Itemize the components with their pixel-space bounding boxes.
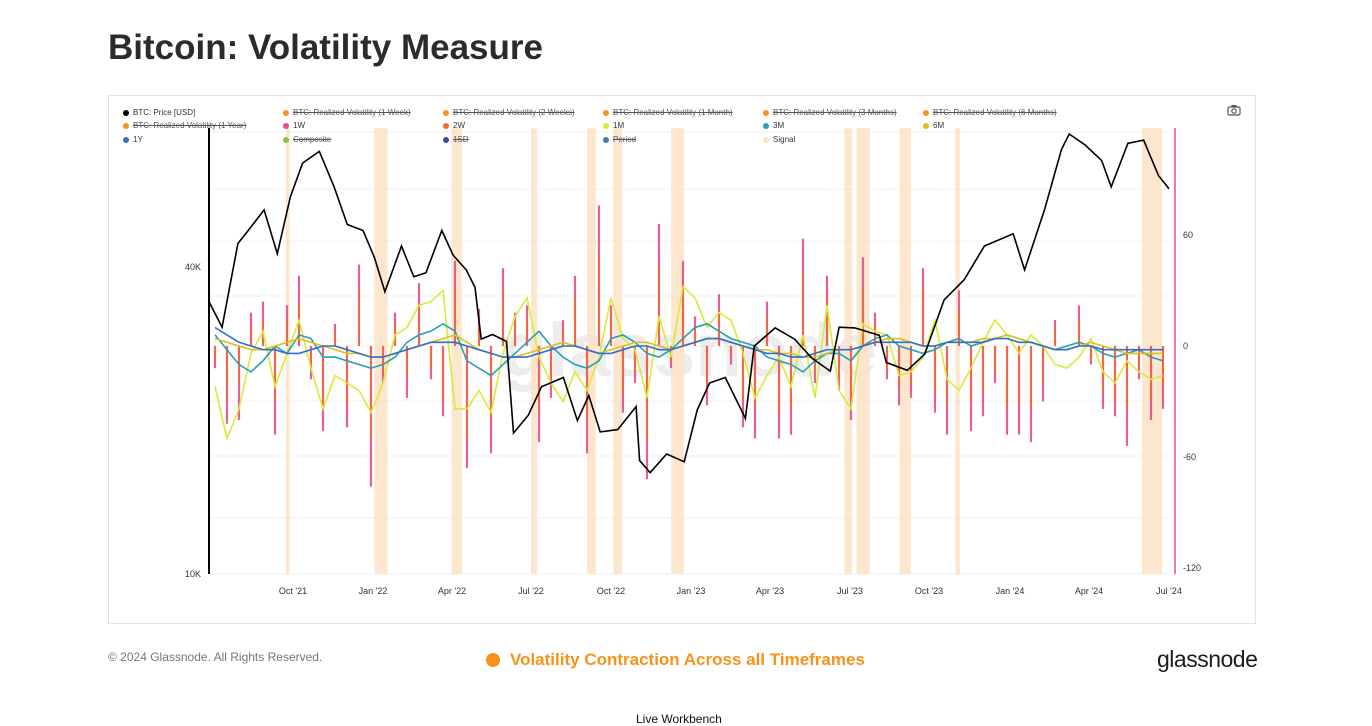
legend-swatch-icon — [283, 136, 289, 143]
legend-swatch-icon — [763, 109, 769, 116]
legend-item[interactable]: 1W — [283, 121, 305, 130]
chart-legend: BTC: Price [USD] BTC: Realized Volatility… — [123, 102, 1223, 144]
legend-swatch-icon — [923, 122, 929, 129]
x-tick-label: Oct '22 — [597, 586, 625, 596]
x-tick-label: Jul '23 — [837, 586, 863, 596]
x-tick-label: Jan '23 — [677, 586, 706, 596]
y-left-tick-label: 40K — [185, 262, 201, 272]
legend-item[interactable]: 3M — [763, 121, 784, 130]
camera-icon[interactable] — [1227, 104, 1241, 116]
legend-label: 2W — [453, 121, 465, 130]
legend-label: 1M — [613, 121, 625, 130]
x-tick-label: Oct '21 — [279, 586, 307, 596]
legend-item[interactable]: 1Y — [123, 135, 143, 144]
legend-item[interactable]: BTC: Realized Volatility (1 Week) — [283, 108, 411, 117]
legend-item[interactable]: BTC: Realized Volatility (1 Year) — [123, 121, 246, 130]
signal-band — [899, 128, 911, 574]
legend-item[interactable]: BTC: Realized Volatility (6 Months) — [923, 108, 1057, 117]
x-tick-label: Apr '22 — [438, 586, 466, 596]
signal-band — [451, 128, 462, 574]
legend-swatch-icon — [923, 109, 929, 116]
caption-text: Volatility Contraction Across all Timefr… — [510, 650, 865, 669]
copyright-text: © 2024 Glassnode. All Rights Reserved. — [108, 650, 323, 664]
signal-band — [671, 128, 685, 574]
price-line — [208, 132, 1170, 474]
legend-item[interactable]: 1M — [603, 121, 624, 130]
legend-item[interactable]: BTC: Realized Volatility (2 Weeks) — [443, 108, 575, 117]
legend-swatch-icon — [603, 136, 609, 143]
chart-caption: Volatility Contraction Across all Timefr… — [486, 650, 865, 670]
signal-band — [844, 128, 853, 574]
caption-bullet-icon — [486, 653, 500, 667]
legend-item[interactable]: BTC: Realized Volatility (1 Month) — [603, 108, 733, 117]
legend-label: Period — [613, 135, 637, 144]
legend-label: BTC: Realized Volatility (1 Week) — [293, 108, 411, 117]
y-right-tick-label: 0 — [1183, 341, 1188, 351]
legend-swatch-icon — [763, 122, 769, 129]
legend-item[interactable]: Composite — [283, 135, 331, 144]
legend-swatch-icon — [283, 122, 289, 129]
legend-label: 1SD — [453, 135, 469, 144]
legend-swatch-icon — [123, 136, 129, 143]
y-left-tick-label: 10K — [185, 569, 201, 579]
vol-line-1m — [214, 285, 1164, 442]
legend-swatch-icon — [443, 136, 449, 143]
legend-swatch-icon — [443, 122, 449, 129]
legend-label: Signal — [773, 135, 796, 144]
x-tick-label: Jul '22 — [518, 586, 544, 596]
vol-line-1y — [214, 326, 1163, 358]
x-tick-label: Apr '23 — [756, 586, 784, 596]
legend-swatch-icon — [443, 109, 449, 116]
x-tick-label: Oct '23 — [915, 586, 943, 596]
signal-band — [856, 128, 870, 574]
y-right-tick-label: -120 — [1183, 563, 1201, 573]
legend-item[interactable]: 6M — [923, 121, 944, 130]
legend-swatch-icon — [283, 109, 289, 116]
y-right-tick-label: 60 — [1183, 230, 1193, 240]
legend-label: BTC: Realized Volatility (6 Months) — [933, 108, 1057, 117]
legend-item[interactable]: Period — [603, 135, 636, 144]
legend-swatch-icon — [603, 122, 609, 129]
y-right-tick-label: -60 — [1183, 452, 1196, 462]
chart-panel: glassnode 40K 10K 60 0 -60 -120 Oct '21 Jan '22 A… — [108, 95, 1256, 624]
legend-label: 1W — [293, 121, 305, 130]
x-tick-label: Jul '24 — [1156, 586, 1182, 596]
legend-item[interactable]: 1SD — [443, 135, 469, 144]
x-tick-label: Jan '24 — [996, 586, 1025, 596]
legend-label: 1Y — [133, 135, 143, 144]
page-title: Bitcoin: Volatility Measure — [108, 28, 543, 67]
legend-label: BTC: Realized Volatility (1 Year) — [133, 121, 247, 130]
legend-swatch-icon — [123, 109, 129, 116]
legend-label: 6M — [933, 121, 945, 130]
legend-label: BTC: Realized Volatility (2 Weeks) — [453, 108, 575, 117]
legend-swatch-icon — [603, 109, 609, 116]
legend-item[interactable]: 2W — [443, 121, 465, 130]
live-workbench-text: Live Workbench — [636, 712, 722, 726]
legend-swatch-icon — [123, 122, 129, 129]
legend-item[interactable]: Signal — [763, 135, 795, 144]
legend-label: 3M — [773, 121, 785, 130]
x-tick-label: Jan '22 — [359, 586, 388, 596]
x-tick-label: Apr '24 — [1075, 586, 1103, 596]
signal-band — [955, 128, 960, 574]
legend-item[interactable]: BTC: Realized Volatility (3 Months) — [763, 108, 897, 117]
legend-swatch-icon — [763, 136, 769, 143]
legend-label: BTC: Price [USD] — [133, 108, 196, 117]
legend-item[interactable]: BTC: Price [USD] — [123, 108, 195, 117]
legend-label: BTC: Realized Volatility (3 Months) — [773, 108, 897, 117]
signal-band — [374, 128, 388, 574]
glassnode-logo: glassnode — [1157, 646, 1258, 672]
legend-label: BTC: Realized Volatility (1 Month) — [613, 108, 733, 117]
legend-label: Composite — [293, 135, 332, 144]
